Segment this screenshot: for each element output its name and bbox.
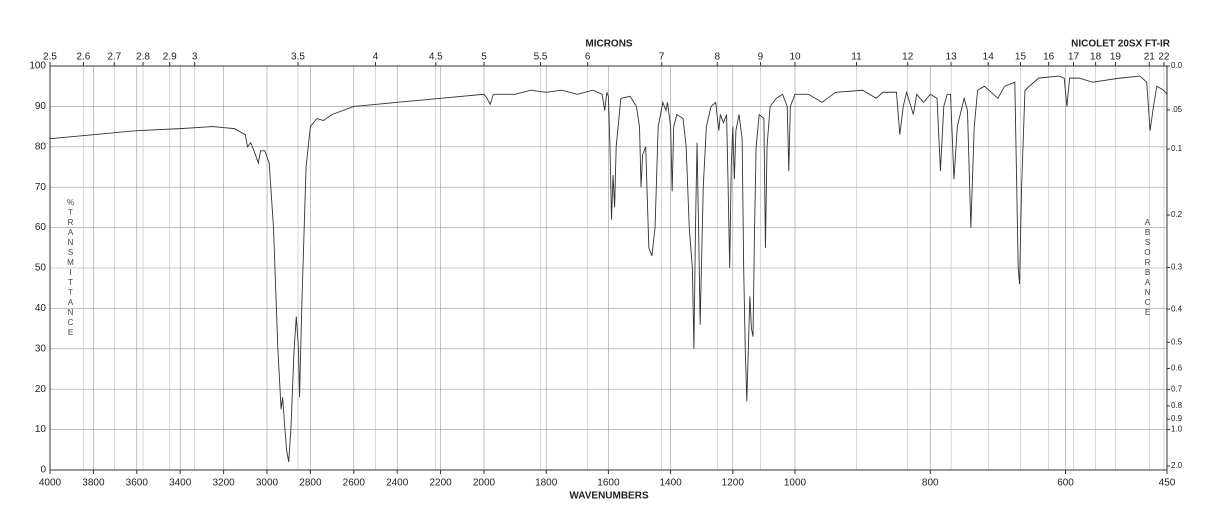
x-tick-label: 2800	[299, 478, 322, 489]
y-tick-label: 80	[35, 141, 47, 152]
y2-tick-label: 0.7	[1171, 385, 1183, 394]
x2-tick-label: 4.5	[429, 52, 443, 63]
y2-tick-label: 0.0	[1171, 61, 1183, 70]
x-axis-label: WAVENUMBERS	[569, 491, 649, 502]
x-tick-label: 3600	[126, 478, 149, 489]
x-tick-label: 2200	[429, 478, 452, 489]
y2-axis-label: ABSORBANCE	[1143, 218, 1152, 318]
x2-tick-label: 4	[373, 52, 379, 63]
y-tick-label: 40	[35, 303, 47, 314]
x-tick-label: 800	[922, 478, 939, 489]
x2-tick-label: 2.8	[136, 52, 150, 63]
x2-tick-label: 22	[1158, 52, 1170, 63]
x-tick-label: 1200	[722, 478, 745, 489]
x-tick-label: 600	[1057, 478, 1074, 489]
x2-tick-label: 21	[1144, 52, 1156, 63]
x2-tick-label: 5.5	[534, 52, 548, 63]
x2-tick-label: 3.5	[291, 52, 305, 63]
x-tick-label: 3400	[169, 478, 192, 489]
x2-tick-label: 8	[714, 52, 720, 63]
y-tick-label: 50	[35, 263, 47, 274]
y-tick-label: 20	[35, 384, 47, 395]
x2-tick-label: 2.9	[163, 52, 177, 63]
x-tick-label: 1800	[535, 478, 558, 489]
x2-tick-label: 7	[659, 52, 665, 63]
y2-tick-label: 1.0	[1171, 425, 1183, 434]
x2-axis-label: MICRONS	[585, 39, 633, 50]
y2-tick-label: 0.5	[1171, 337, 1183, 346]
x2-tick-label: 17	[1068, 52, 1080, 63]
x-tick-label: 2400	[386, 478, 409, 489]
x2-tick-label: 11	[851, 52, 862, 63]
x-tick-label: 4000	[39, 478, 62, 489]
y2-tick-label: 0.6	[1171, 364, 1183, 373]
x2-tick-label: 3	[192, 52, 198, 63]
spectrum-line	[49, 75, 1168, 462]
x2-tick-label: 18	[1090, 52, 1102, 63]
x2-tick-label: 9	[758, 52, 764, 63]
y-tick-label: 100	[29, 61, 46, 72]
x-tick-label: 3000	[256, 478, 279, 489]
chart-title: NICOLET 20SX FT-IR	[1071, 39, 1171, 50]
y-axis-label: %TRANSMITTANCE	[66, 198, 75, 338]
x-tick-label: 2600	[343, 478, 366, 489]
x2-tick-label: 6	[585, 52, 591, 63]
x-tick-label: 3800	[82, 478, 105, 489]
y-tick-label: 60	[35, 222, 47, 233]
y2-tick-label: 0.9	[1171, 414, 1183, 423]
y-tick-label: 10	[35, 424, 47, 435]
x2-tick-label: 16	[1043, 52, 1055, 63]
y2-tick-label: 2.0	[1171, 461, 1183, 470]
x2-tick-label: 19	[1110, 52, 1122, 63]
x2-tick-label: 10	[789, 52, 801, 63]
x-tick-label: 1400	[659, 478, 682, 489]
y2-tick-label: .05	[1171, 105, 1183, 114]
x2-tick-label: 12	[902, 52, 914, 63]
x2-tick-label: 2.5	[43, 52, 57, 63]
y-tick-label: 0	[40, 465, 46, 476]
x-tick-label: 450	[1159, 478, 1176, 489]
y2-tick-label: 0.4	[1171, 304, 1183, 313]
x2-tick-label: 5	[481, 52, 487, 63]
x2-tick-label: 13	[946, 52, 958, 63]
y2-tick-label: 0.2	[1171, 210, 1183, 219]
x2-tick-label: 2.6	[76, 52, 90, 63]
y2-tick-label: 0.8	[1171, 401, 1183, 410]
x2-tick-label: 15	[1015, 52, 1027, 63]
plot-frame	[49, 65, 1168, 471]
y-tick-label: 90	[35, 101, 47, 112]
x2-tick-label: 2.7	[107, 52, 121, 63]
x-tick-label: 1000	[784, 478, 807, 489]
y-tick-label: 70	[35, 182, 47, 193]
x-tick-label: 2000	[473, 478, 496, 489]
y2-tick-label: 0.3	[1171, 263, 1183, 272]
y2-tick-label: 0.1	[1171, 144, 1183, 153]
x-tick-label: 1600	[597, 478, 620, 489]
x-tick-label: 3200	[212, 478, 235, 489]
y-tick-label: 30	[35, 343, 47, 354]
x2-tick-label: 14	[983, 52, 995, 63]
